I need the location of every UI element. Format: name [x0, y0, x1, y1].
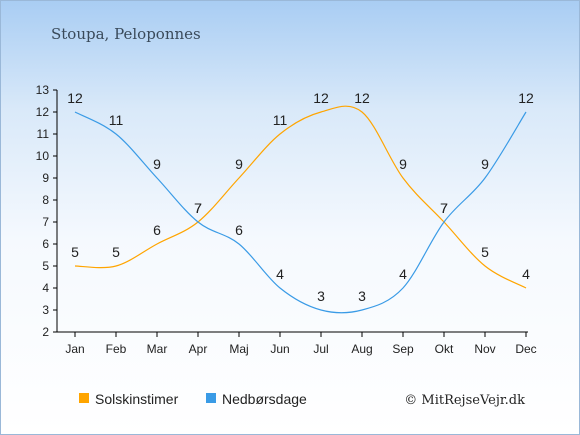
data-label: 9	[153, 156, 161, 172]
y-tick-label: 3	[42, 303, 49, 317]
chart-title: Stoupa, Peloponnes	[51, 25, 201, 43]
data-label: 11	[273, 112, 288, 128]
data-label: 4	[399, 266, 407, 282]
y-tick-label: 4	[42, 281, 49, 295]
y-tick-label: 10	[36, 149, 50, 163]
legend: Solskinstimer Nedbørsdage	[79, 391, 307, 407]
y-tick-label: 11	[37, 127, 50, 141]
data-label: 3	[358, 288, 366, 304]
data-label: 12	[518, 90, 534, 106]
legend-label: Solskinstimer	[95, 391, 179, 407]
x-tick-label: Feb	[106, 342, 127, 356]
data-label: 4	[522, 266, 530, 282]
series-line-sun	[74, 105, 527, 289]
y-tick-label: 2	[42, 325, 49, 339]
data-label: 12	[67, 90, 83, 106]
data-label: 5	[71, 244, 79, 260]
series-line-rain	[74, 111, 527, 314]
data-label: 6	[153, 222, 161, 238]
data-label: 9	[399, 156, 407, 172]
data-label: 11	[109, 112, 124, 128]
data-label: 7	[194, 200, 202, 216]
data-label: 12	[354, 90, 370, 106]
x-tick-label: Dec	[515, 342, 536, 356]
x-tick-label: Nov	[474, 342, 495, 356]
x-tick-label: Jul	[313, 342, 328, 356]
legend-swatch-rain	[206, 393, 216, 403]
data-label: 6	[235, 222, 243, 238]
data-label: 7	[194, 200, 202, 216]
data-label: 5	[481, 244, 489, 260]
series-layer	[74, 105, 527, 314]
x-tick-label: Jun	[270, 342, 289, 356]
legend-label: Nedbørsdage	[222, 391, 307, 407]
data-label: 9	[481, 156, 489, 172]
data-label: 4	[276, 266, 284, 282]
y-tick-label: 7	[42, 215, 49, 229]
legend-swatch-sun	[79, 393, 89, 403]
x-tick-label: Sep	[392, 342, 414, 356]
data-label: 3	[317, 288, 325, 304]
data-label: 9	[235, 156, 243, 172]
x-tick-label: Apr	[189, 342, 208, 356]
x-tick-label: Maj	[229, 342, 248, 356]
x-tick-label: Okt	[435, 342, 454, 356]
data-label: 5	[112, 244, 120, 260]
y-tick-label: 6	[42, 237, 49, 251]
y-tick-label: 9	[42, 171, 49, 185]
y-tick-label: 8	[42, 193, 49, 207]
x-tick-label: Jan	[65, 342, 84, 356]
data-label: 7	[440, 200, 448, 216]
x-tick-label: Mar	[147, 342, 168, 356]
y-tick-label: 12	[36, 105, 50, 119]
credit-text: © MitRejseVejr.dk	[404, 393, 525, 408]
axes: 2 3 4 5 6 7 8 9 10 11 12 13 Jan Feb Mar Apr Maj Jun Jul Aug…	[36, 83, 537, 356]
y-tick-label: 13	[36, 83, 50, 97]
x-tick-label: Aug	[351, 342, 372, 356]
y-tick-label: 5	[42, 259, 49, 273]
data-label: 12	[313, 90, 329, 106]
data-label: 7	[440, 200, 448, 216]
